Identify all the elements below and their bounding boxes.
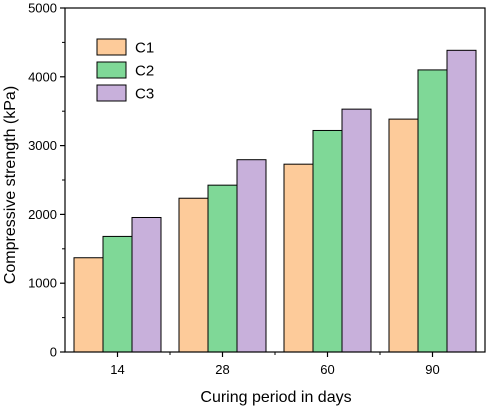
y-tick-label: 2000 [28,207,57,222]
legend-label-c2: C2 [135,63,154,80]
legend-label-c3: C3 [135,86,154,103]
bar-c3-90 [446,49,477,353]
y-tick-label: 5000 [28,1,57,16]
legend-label-c1: C1 [135,40,154,57]
bar-c2-28 [207,184,238,353]
x-tick-label: 28 [215,362,229,377]
legend-swatch-c2 [96,61,127,79]
bar-c3-28 [236,159,267,353]
bar-c2-90 [417,69,448,353]
bar-c3-14 [131,216,162,353]
bar-c1-60 [283,163,314,353]
bar-c3-60 [341,108,372,353]
x-tick-label: 90 [425,362,439,377]
legend: C1 C2 C3 [96,38,154,103]
bar-c1-28 [178,197,209,353]
y-tick-label: 1000 [28,276,57,291]
y-axis-title: Compressive strength (kPa) [2,86,19,284]
x-axis-title: Curing period in days [200,389,351,406]
ticks-group: 0 1000 2000 3000 4000 5000 14 28 60 90 [28,1,440,378]
bar-c2-60 [312,129,343,353]
y-tick-label: 0 [50,345,57,360]
bars-group [73,49,477,353]
y-tick-label: 4000 [28,69,57,84]
bar-c1-90 [388,118,419,353]
legend-swatch-c3 [96,84,127,102]
x-tick-label: 60 [320,362,334,377]
bar-c1-14 [73,257,104,353]
y-tick-label: 3000 [28,138,57,153]
bar-c2-14 [102,235,133,353]
legend-swatch-c1 [96,38,127,56]
x-tick-label: 14 [110,362,124,377]
